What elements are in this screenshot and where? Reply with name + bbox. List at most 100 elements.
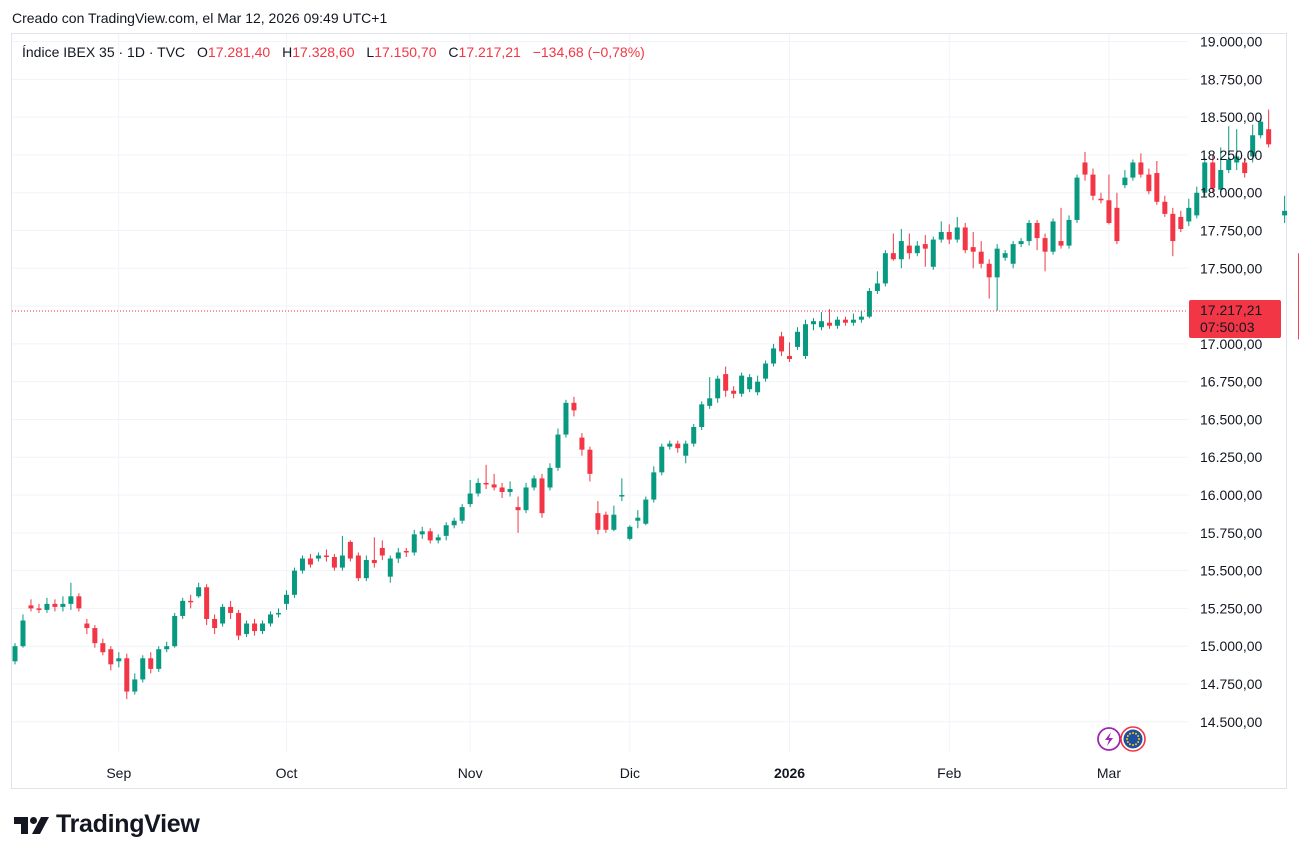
- candle: [659, 443, 665, 476]
- candle: [220, 603, 226, 627]
- y-tick-label: 15.750,00: [1200, 525, 1262, 541]
- candle-body: [579, 437, 585, 450]
- candle: [60, 596, 66, 612]
- candle: [363, 555, 369, 582]
- open-label: O: [197, 44, 208, 60]
- candle: [331, 553, 337, 571]
- candle-body: [515, 507, 521, 511]
- candle-body: [563, 402, 569, 435]
- candle: [771, 343, 777, 367]
- candle: [76, 593, 82, 612]
- candle: [419, 526, 425, 539]
- candle-body: [1042, 238, 1048, 252]
- candle-body: [643, 499, 649, 524]
- symbol-label[interactable]: Índice IBEX 35 · 1D · TVC: [22, 44, 186, 60]
- candle: [1226, 126, 1232, 174]
- brand-name: TradingView: [56, 810, 200, 838]
- candle-body: [914, 245, 920, 254]
- candle-body: [331, 557, 337, 568]
- candle: [627, 525, 633, 541]
- price-axis[interactable]: 14.500,00 14.750,00 15.000,00 15.250,00 15.5…: [1200, 34, 1262, 730]
- low-label: L: [366, 44, 375, 60]
- candle-body: [323, 555, 329, 558]
- y-tick-label: 18.000,00: [1200, 185, 1262, 201]
- candle: [579, 433, 585, 456]
- y-tick-label: 17.000,00: [1200, 336, 1262, 352]
- candle: [1186, 198, 1192, 226]
- candle: [68, 582, 74, 610]
- eu-star: [1138, 738, 1140, 740]
- candle: [667, 440, 673, 450]
- candle: [84, 618, 90, 635]
- candle: [379, 540, 385, 561]
- candle-body: [691, 427, 697, 444]
- candle-body: [874, 283, 880, 291]
- candle-body: [108, 649, 114, 665]
- candle: [1194, 186, 1200, 219]
- candle-body: [499, 487, 505, 493]
- close-label: C: [448, 44, 459, 60]
- candle-body: [531, 478, 537, 488]
- candle: [475, 478, 481, 497]
- candle-body: [1146, 174, 1152, 192]
- candle: [1042, 233, 1048, 272]
- candle-body: [1186, 207, 1192, 222]
- candle: [515, 496, 521, 533]
- x-tick-label: Mar: [1097, 765, 1121, 781]
- candle-body: [363, 560, 369, 579]
- candle-body: [1074, 177, 1080, 220]
- candle-body: [547, 467, 553, 488]
- candle-body: [291, 570, 297, 595]
- candle: [922, 235, 928, 267]
- eu-flag-icon[interactable]: [1120, 726, 1146, 752]
- candle: [140, 655, 146, 683]
- low-value: 17.150,70: [374, 44, 437, 60]
- candle: [842, 316, 848, 326]
- candle: [779, 331, 785, 356]
- candle: [1210, 154, 1216, 193]
- candle: [228, 600, 234, 619]
- candle-body: [315, 555, 321, 559]
- candle-body: [890, 253, 896, 260]
- x-tick-label: Sep: [106, 765, 131, 781]
- candle: [196, 582, 202, 598]
- y-tick-label: 15.500,00: [1200, 563, 1262, 579]
- brand-logo[interactable]: TradingView: [14, 810, 200, 839]
- candle-body: [451, 520, 457, 526]
- candle: [523, 482, 529, 514]
- candle: [299, 555, 305, 574]
- y-tick-label: 18.750,00: [1200, 71, 1262, 87]
- candle-body: [795, 331, 801, 347]
- candle-body: [1098, 198, 1104, 201]
- time-axis[interactable]: Sep Oct Nov Dic 2026 Feb Mar: [106, 765, 1121, 781]
- candle: [643, 496, 649, 526]
- candle-body: [236, 612, 242, 636]
- candle-body: [755, 381, 761, 393]
- close-value: 17.217,21: [458, 44, 521, 60]
- candle-body: [970, 247, 976, 252]
- eu-star: [1132, 732, 1134, 734]
- y-tick-label: 16.750,00: [1200, 374, 1262, 390]
- candle: [691, 423, 697, 447]
- candle-body: [283, 594, 289, 604]
- eu-star: [1135, 732, 1137, 735]
- candle-body: [1194, 192, 1200, 216]
- candle-body: [986, 263, 992, 278]
- candle: [20, 614, 26, 648]
- high-value: 17.328,60: [292, 44, 355, 60]
- bar-countdown: 07:50:03: [1200, 319, 1255, 335]
- chart-frame[interactable]: [11, 33, 1287, 789]
- candle: [1250, 124, 1256, 163]
- candle-body: [539, 478, 545, 514]
- candle-body: [148, 658, 154, 669]
- candle-body: [1002, 253, 1008, 258]
- candle: [132, 673, 138, 695]
- candle-body: [611, 514, 617, 530]
- candle-body: [188, 600, 194, 603]
- candle-body: [180, 600, 186, 616]
- candle: [307, 553, 313, 568]
- y-tick-label: 17.750,00: [1200, 223, 1262, 239]
- candle: [1066, 215, 1072, 249]
- lightning-icon[interactable]: [1097, 727, 1121, 751]
